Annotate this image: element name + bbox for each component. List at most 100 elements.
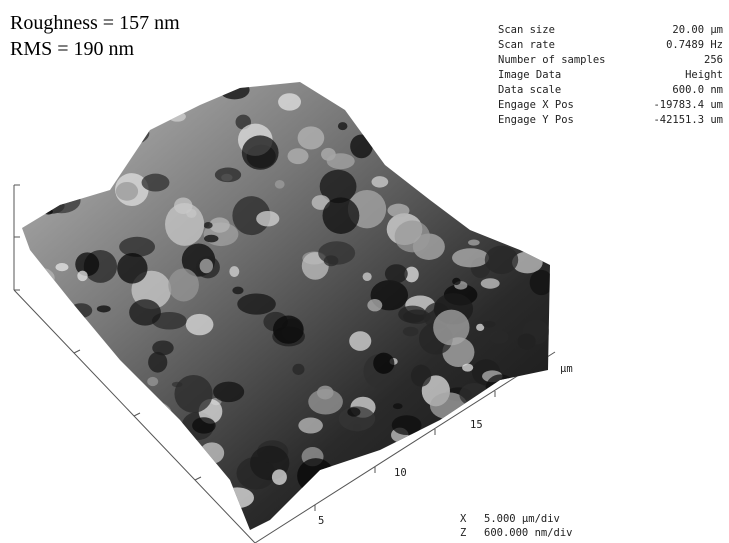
pit bbox=[480, 478, 516, 502]
ridge bbox=[298, 126, 325, 149]
ridge bbox=[308, 389, 343, 415]
parameter-label: Data scale bbox=[498, 84, 561, 96]
ridge bbox=[436, 463, 447, 471]
pit bbox=[512, 456, 549, 483]
pit bbox=[384, 520, 419, 542]
pit bbox=[51, 116, 82, 142]
ridge bbox=[497, 458, 529, 488]
ridge bbox=[278, 93, 301, 110]
ridge bbox=[75, 164, 97, 183]
ridge bbox=[147, 377, 158, 386]
pit bbox=[451, 186, 471, 197]
pit bbox=[486, 374, 516, 401]
ridge bbox=[462, 140, 501, 160]
ridge bbox=[363, 272, 372, 281]
parameter-value: 256 bbox=[704, 54, 723, 66]
pit bbox=[60, 123, 69, 129]
pit bbox=[130, 505, 168, 538]
parameter-value: Height bbox=[685, 69, 723, 81]
ridge bbox=[481, 278, 500, 288]
pit bbox=[96, 415, 114, 424]
pit bbox=[403, 148, 415, 154]
ridge bbox=[370, 122, 383, 131]
pit bbox=[353, 424, 361, 432]
pit bbox=[142, 174, 170, 192]
ridge bbox=[489, 408, 504, 423]
pit bbox=[530, 270, 553, 295]
pit bbox=[75, 176, 95, 189]
pit bbox=[323, 197, 360, 234]
pit bbox=[112, 77, 138, 104]
ridge bbox=[103, 169, 118, 183]
pit bbox=[483, 137, 507, 153]
pit bbox=[411, 365, 431, 387]
ridge bbox=[20, 191, 30, 198]
ridge bbox=[229, 266, 239, 277]
pit bbox=[44, 420, 78, 451]
ridge bbox=[372, 176, 389, 187]
pit bbox=[55, 114, 77, 135]
pit bbox=[24, 335, 32, 341]
pit bbox=[360, 499, 369, 508]
scale-axis: X bbox=[460, 513, 467, 525]
ridge bbox=[468, 239, 480, 245]
pit bbox=[123, 91, 136, 99]
pit bbox=[97, 305, 111, 312]
afm-figure: Roughness = 157 nm RMS = 190 nm Scan siz… bbox=[0, 0, 729, 543]
ridge bbox=[446, 431, 455, 437]
pit bbox=[324, 255, 339, 266]
ridge bbox=[200, 442, 224, 463]
pit bbox=[273, 316, 304, 344]
pit bbox=[436, 114, 473, 142]
axis-tick-label: 10 bbox=[394, 467, 407, 479]
ridge bbox=[327, 153, 355, 169]
ridge bbox=[472, 144, 489, 158]
ridge bbox=[288, 148, 309, 164]
pit bbox=[335, 510, 368, 538]
axis-tick-label: 15 bbox=[470, 419, 483, 431]
pit bbox=[190, 471, 221, 501]
pit bbox=[292, 364, 304, 375]
pit bbox=[477, 461, 517, 491]
rms: RMS = 190 nm bbox=[10, 38, 135, 60]
ridge bbox=[83, 124, 104, 143]
pit bbox=[472, 434, 503, 453]
ridge bbox=[340, 509, 354, 522]
pit bbox=[139, 467, 175, 504]
pit bbox=[152, 340, 173, 355]
pit bbox=[20, 174, 43, 194]
ridge bbox=[462, 364, 473, 372]
scale-value: 600.000 nm/div bbox=[484, 527, 573, 539]
pit bbox=[104, 109, 121, 122]
pit bbox=[480, 496, 499, 514]
ridge bbox=[200, 259, 213, 273]
ridge bbox=[221, 487, 254, 508]
pit bbox=[489, 330, 508, 343]
pit bbox=[174, 375, 212, 413]
ridge bbox=[186, 314, 214, 335]
pit bbox=[531, 208, 563, 236]
pit bbox=[102, 512, 138, 539]
pit bbox=[448, 155, 458, 163]
pit bbox=[93, 420, 118, 443]
ridge bbox=[272, 469, 287, 485]
parameter-label: Number of samples bbox=[498, 54, 605, 66]
ridge bbox=[367, 299, 382, 311]
pit bbox=[116, 86, 139, 102]
pit bbox=[43, 188, 81, 213]
parameter-label: Engage Y Pos bbox=[498, 114, 574, 126]
ridge bbox=[168, 268, 199, 301]
ridge bbox=[66, 352, 98, 376]
ridge bbox=[275, 180, 285, 189]
pit bbox=[482, 321, 495, 328]
pit bbox=[242, 135, 279, 169]
pit bbox=[518, 333, 536, 349]
ridge bbox=[528, 473, 542, 483]
ridge bbox=[491, 153, 514, 175]
ridge bbox=[349, 331, 371, 351]
ridge bbox=[388, 204, 410, 218]
parameter-value: -42151.3 um bbox=[653, 114, 723, 126]
parameter-label: Image Data bbox=[498, 69, 561, 81]
pit bbox=[385, 264, 408, 283]
ridge bbox=[452, 248, 489, 267]
